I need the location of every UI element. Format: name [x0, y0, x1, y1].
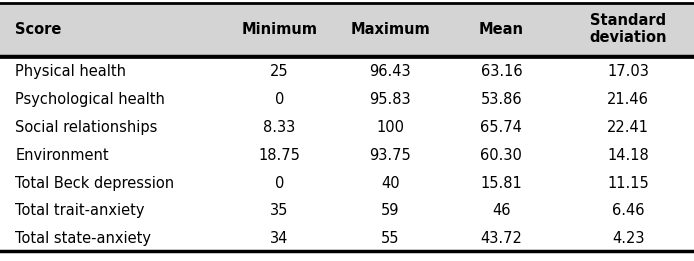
- Text: 63.16: 63.16: [481, 64, 522, 79]
- Text: Total Beck depression: Total Beck depression: [15, 176, 174, 191]
- Text: 8.33: 8.33: [263, 120, 296, 135]
- Text: 53.86: 53.86: [481, 92, 522, 107]
- Text: 4.23: 4.23: [612, 231, 644, 246]
- Text: 40: 40: [381, 176, 400, 191]
- Text: 11.15: 11.15: [607, 176, 649, 191]
- Text: 93.75: 93.75: [369, 148, 412, 163]
- Text: Environment: Environment: [15, 148, 109, 163]
- Text: 65.74: 65.74: [480, 120, 523, 135]
- Text: 34: 34: [270, 231, 289, 246]
- Text: 22.41: 22.41: [607, 120, 649, 135]
- Text: Social relationships: Social relationships: [15, 120, 158, 135]
- Text: 100: 100: [376, 120, 405, 135]
- Text: Score: Score: [15, 22, 62, 37]
- Text: 21.46: 21.46: [607, 92, 649, 107]
- Text: 6.46: 6.46: [612, 203, 644, 218]
- Text: Physical health: Physical health: [15, 64, 126, 79]
- Text: 43.72: 43.72: [480, 231, 523, 246]
- Text: Total state-anxiety: Total state-anxiety: [15, 231, 151, 246]
- Text: 96.43: 96.43: [370, 64, 411, 79]
- Text: 35: 35: [270, 203, 289, 218]
- Text: 59: 59: [381, 203, 400, 218]
- Text: 0: 0: [275, 92, 284, 107]
- Text: 46: 46: [492, 203, 511, 218]
- Text: 55: 55: [381, 231, 400, 246]
- Text: Total trait-anxiety: Total trait-anxiety: [15, 203, 145, 218]
- Text: Standard
deviation: Standard deviation: [589, 13, 667, 45]
- Text: 25: 25: [270, 64, 289, 79]
- Text: 0: 0: [275, 176, 284, 191]
- Text: 15.81: 15.81: [480, 176, 523, 191]
- Text: 14.18: 14.18: [607, 148, 649, 163]
- Text: Psychological health: Psychological health: [15, 92, 165, 107]
- Text: 18.75: 18.75: [258, 148, 301, 163]
- Text: Maximum: Maximum: [350, 22, 430, 37]
- Text: Minimum: Minimum: [242, 22, 317, 37]
- Text: 17.03: 17.03: [607, 64, 649, 79]
- Text: 60.30: 60.30: [480, 148, 523, 163]
- Text: Mean: Mean: [479, 22, 524, 37]
- Bar: [0, 3, 694, 56]
- Text: 95.83: 95.83: [370, 92, 411, 107]
